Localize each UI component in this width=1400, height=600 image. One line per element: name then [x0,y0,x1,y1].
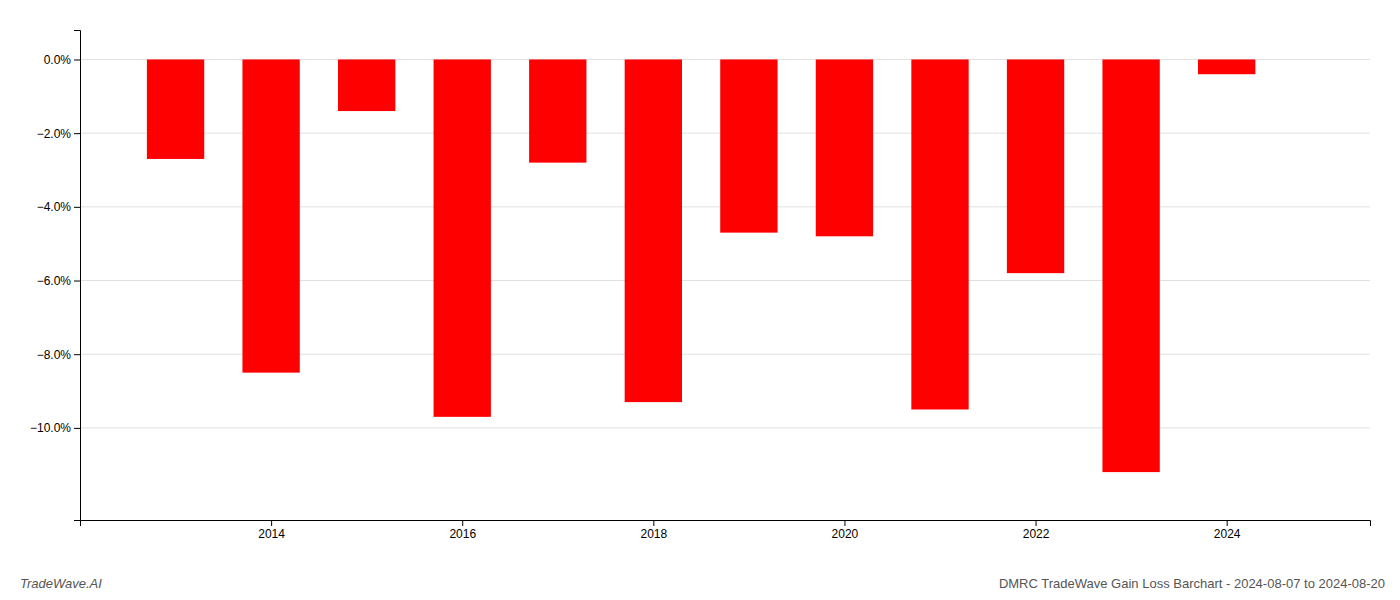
y-tick-label: −4.0% [37,200,72,214]
y-tick: −6.0% [37,274,80,288]
y-tick-mark [74,281,80,282]
y-tick: 0.0% [44,53,80,67]
y-tick-mark [74,207,80,208]
y-tick: −8.0% [37,348,80,362]
x-tick: 2020 [832,520,859,541]
y-tick-label: 0.0% [44,53,72,67]
grid [80,59,1370,427]
x-tick: 2014 [258,520,285,541]
title: DMRC TradeWave Gain Loss Barchart - 2024… [999,576,1385,591]
y-axis-line [74,31,81,521]
x-tick: 2016 [449,520,476,541]
y-tick-label: −6.0% [37,274,72,288]
bar [529,59,586,162]
y-tick-label: −2.0% [37,126,72,140]
y-tick-mark [74,428,80,429]
bar [911,59,968,409]
bars [147,59,1255,472]
y-tick: −2.0% [37,126,80,140]
x-tick-label: 2024 [1214,527,1241,541]
x-tick-mark [844,520,845,526]
x-tick-mark [653,520,654,526]
y-axis: 0.0% −2.0% −4.0% −6.0% −8.0% −10.0% [30,31,81,521]
y-tick-mark [74,133,80,134]
bar [147,59,204,158]
bar [720,59,777,232]
x-axis-line [81,521,1371,527]
y-tick-mark [74,59,80,60]
x-tick: 2024 [1214,520,1241,541]
grid-line [80,427,1370,428]
x-tick: 2022 [1023,520,1050,541]
y-tick: −4.0% [37,200,80,214]
y-tick-label: −10.0% [30,421,71,435]
x-tick-label: 2018 [640,527,667,541]
x-tick-label: 2022 [1023,527,1050,541]
x-tick-mark [1227,520,1228,526]
bar [338,59,395,111]
plot-area: 0.0%−2.0%−4.0%−6.0%−8.0%−10.0%2014201620… [30,31,1371,541]
x-tick-label: 2014 [258,527,285,541]
x-tick-mark [462,520,463,526]
x-tick-mark [1036,520,1037,526]
x-axis: 2014 2016 2018 2020 2022 2024 [81,520,1371,541]
x-tick-mark [271,520,272,526]
bar [434,59,491,416]
subtitle: TradeWave.AI [20,576,102,591]
x-tick-label: 2016 [449,527,476,541]
y-tick-label: −8.0% [37,348,72,362]
bar [1007,59,1064,273]
chart-root: 0.0%−2.0%−4.0%−6.0%−8.0%−10.0%2014201620… [0,0,1400,600]
x-tick-label: 2020 [832,527,859,541]
x-tick: 2018 [640,520,667,541]
y-tick-mark [74,354,80,355]
y-tick: −10.0% [30,421,80,435]
bar [242,59,299,372]
bar [1198,59,1255,74]
bar [816,59,873,236]
bar [1102,59,1159,472]
bar [625,59,682,402]
